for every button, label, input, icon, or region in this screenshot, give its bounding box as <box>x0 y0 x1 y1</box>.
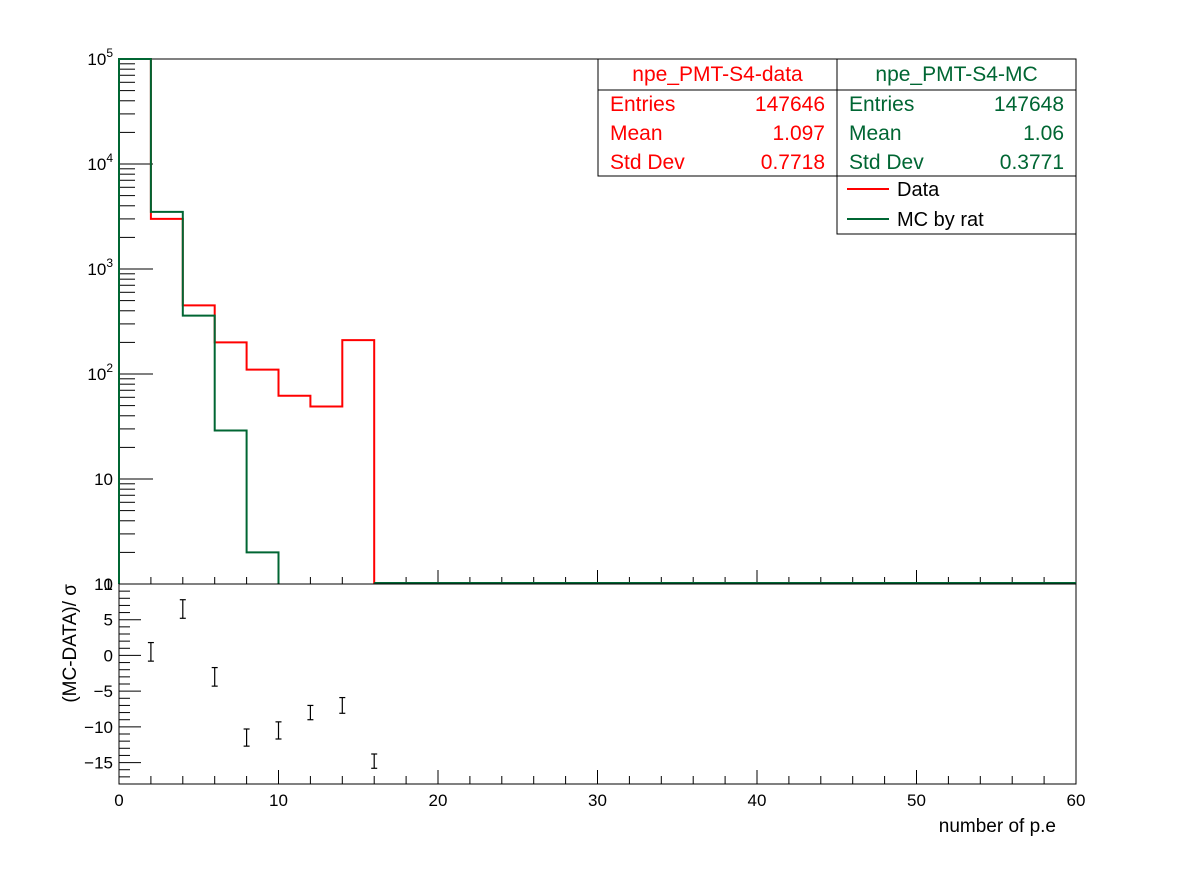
stats-row-value: 1.06 <box>1023 122 1064 145</box>
y-tick-label: 104 <box>87 151 113 174</box>
y-tick-label: 103 <box>87 256 113 279</box>
x-tick-label: 10 <box>269 791 288 810</box>
stats-row-label: Entries <box>849 93 914 116</box>
y-tick-label: 5 <box>104 611 113 630</box>
stats-box-title: npe_PMT-S4-MC <box>875 63 1037 86</box>
stats-row-value: 1.097 <box>772 122 825 145</box>
y-tick-label: −5 <box>94 682 113 701</box>
x-tick-label: 20 <box>429 791 448 810</box>
residual-panel: −15 −10 −5 0 5 10 0 10 20 30 40 50 60 (MC-DATA)/ σ num… <box>60 575 1085 837</box>
y-tick-label: 1 <box>104 575 113 594</box>
x-tick-label: 0 <box>114 791 123 810</box>
stats-row-value: 0.3771 <box>1000 151 1064 174</box>
stats-row-label: Mean <box>849 122 902 145</box>
legend-label-mc: MC by rat <box>897 209 984 231</box>
x-tick-label: 40 <box>748 791 767 810</box>
x-tick-label: 50 <box>907 791 926 810</box>
stats-row-label: Std Dev <box>849 151 924 174</box>
y-tick-label: 10 <box>94 470 113 489</box>
y-tick-label: 0 <box>104 646 113 665</box>
legend-box <box>836 175 1077 235</box>
y-tick-label: 102 <box>87 361 113 384</box>
x-tick-label: 60 <box>1067 791 1086 810</box>
stats-box-mc <box>836 58 1077 177</box>
histogram-mc-line <box>118 58 280 584</box>
y-tick-label: −10 <box>84 718 113 737</box>
stats-row-label: Entries <box>610 93 675 116</box>
stats-and-legend: npe_PMT-S4-data Entries 147646 Mean 1.097 Std… <box>597 58 1077 235</box>
stats-row-value: 0.7718 <box>761 151 825 174</box>
stats-row-label: Std Dev <box>610 151 685 174</box>
stats-box-title: npe_PMT-S4-data <box>632 63 803 86</box>
y-tick-label: −15 <box>84 754 113 773</box>
y-tick-label: 10 <box>94 575 113 594</box>
x-tick-label: 30 <box>588 791 607 810</box>
legend-label-data: Data <box>897 179 940 201</box>
stats-row-value: 147648 <box>994 93 1064 116</box>
stats-box-data <box>597 58 838 177</box>
x-axis-label: number of p.e <box>939 816 1056 837</box>
y-tick-label: 105 <box>87 46 113 69</box>
residual-frame <box>118 583 1077 785</box>
residual-y-axis-label: (MC-DATA)/ σ <box>60 584 81 703</box>
stats-row-value: 147646 <box>755 93 825 116</box>
stats-row-label: Mean <box>610 122 663 145</box>
